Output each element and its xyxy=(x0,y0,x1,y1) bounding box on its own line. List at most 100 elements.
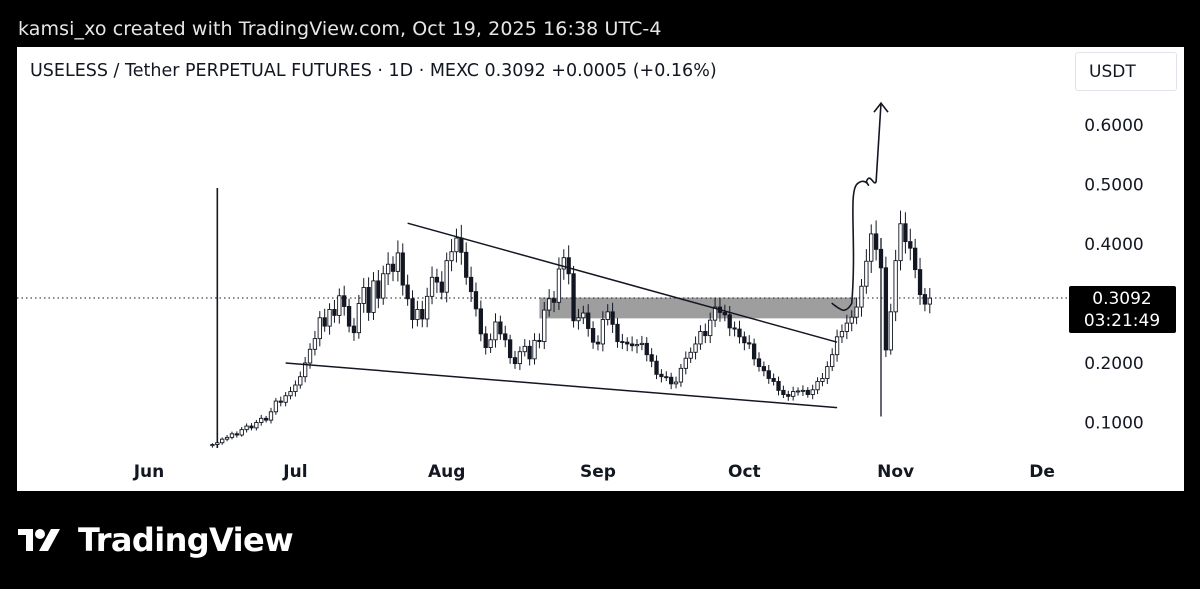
candle xyxy=(244,423,249,433)
candle-body xyxy=(844,322,849,332)
candle xyxy=(268,407,274,424)
candle-body xyxy=(468,276,474,293)
candle-body xyxy=(859,285,864,308)
candle-body xyxy=(478,308,483,335)
candle xyxy=(849,310,854,332)
candle xyxy=(898,210,903,271)
candle xyxy=(747,335,752,349)
candle xyxy=(429,266,435,305)
candle-body xyxy=(654,360,659,375)
candle xyxy=(537,333,542,349)
projection-arrowhead xyxy=(873,101,889,113)
candle xyxy=(532,333,537,365)
candle-body xyxy=(512,357,518,365)
candle-body xyxy=(629,343,635,347)
candle xyxy=(854,297,859,325)
candle xyxy=(795,387,801,396)
candle xyxy=(649,348,654,368)
candle-body xyxy=(215,442,220,445)
candle xyxy=(654,355,659,380)
candle xyxy=(332,299,337,323)
candle-body xyxy=(751,343,757,360)
y-axis-tick-label: 0.6000 xyxy=(1084,116,1143,136)
candle xyxy=(464,242,469,285)
candle xyxy=(361,278,366,313)
candle-body xyxy=(834,336,840,356)
candle-body xyxy=(298,376,303,386)
candle xyxy=(913,238,918,279)
candle-body xyxy=(224,436,230,440)
candle xyxy=(405,274,410,306)
candle-body xyxy=(761,366,767,372)
candle-body xyxy=(444,260,449,293)
candle-body xyxy=(420,309,425,320)
candle-body xyxy=(791,391,796,397)
candle xyxy=(751,338,757,366)
candlestick-chart[interactable]: 0.1000 0.2000 0.4000 0.5000 0.6000 Jun Jul Aug S… xyxy=(17,47,1184,491)
candle xyxy=(722,304,727,322)
y-axis-tick-label: 0.1000 xyxy=(1084,414,1143,434)
candle-body xyxy=(220,438,225,444)
candle xyxy=(278,396,283,407)
candle-body xyxy=(898,223,903,262)
candle-body xyxy=(722,311,727,316)
candle-body xyxy=(625,341,630,345)
symbol-info-line[interactable]: USELESS / Tether PERPETUAL FUTURES · 1D … xyxy=(30,61,717,81)
candle-body xyxy=(332,309,337,316)
candle xyxy=(595,335,601,351)
candle-body xyxy=(415,309,420,321)
candle-body xyxy=(346,306,352,327)
candles xyxy=(210,210,932,448)
candle xyxy=(517,346,523,371)
y-axis-tick-label: 0.5000 xyxy=(1084,176,1143,196)
candle-body xyxy=(551,298,557,303)
candle-body xyxy=(839,331,845,338)
candle-body xyxy=(815,380,820,391)
candle-body xyxy=(342,295,347,307)
candle xyxy=(634,339,640,354)
candle-body xyxy=(434,276,440,283)
candle-body xyxy=(922,294,928,305)
currency-selector[interactable]: USDT xyxy=(1075,52,1177,91)
candle-body xyxy=(312,338,318,350)
candle xyxy=(771,373,776,386)
resistance-zone xyxy=(539,297,857,319)
candle xyxy=(742,331,747,351)
candle xyxy=(473,282,479,317)
candle xyxy=(288,386,293,400)
candle-body xyxy=(615,323,620,343)
price-badge-value: 0.3092 xyxy=(1092,289,1151,309)
candle-body xyxy=(561,257,566,270)
candle xyxy=(834,329,840,362)
candle xyxy=(688,347,693,363)
candle-body xyxy=(610,311,615,325)
candle xyxy=(293,380,298,397)
candle xyxy=(400,243,405,296)
candle-body xyxy=(390,263,396,272)
candle xyxy=(468,266,474,302)
candle xyxy=(483,326,488,355)
candle xyxy=(683,351,688,375)
candle xyxy=(527,340,532,366)
x-axis-tick-label: Oct xyxy=(728,462,761,482)
candle-body xyxy=(439,281,444,293)
candle-body xyxy=(678,367,684,383)
candle xyxy=(337,288,342,324)
candle-body xyxy=(639,342,645,346)
candle xyxy=(922,287,928,312)
candle-body xyxy=(376,280,381,299)
candle-body xyxy=(498,321,503,335)
candle xyxy=(908,228,913,261)
candle-body xyxy=(249,425,254,429)
candle xyxy=(215,440,220,447)
candle xyxy=(917,257,923,305)
candle xyxy=(737,320,742,344)
candle xyxy=(761,361,767,377)
candle-body xyxy=(273,400,279,413)
candle xyxy=(273,398,279,415)
candle-body xyxy=(283,395,288,403)
chart-panel[interactable]: 0.1000 0.2000 0.4000 0.5000 0.6000 Jun Jul Aug S… xyxy=(17,47,1184,491)
share-caption: kamsi_xo created with TradingView.com, O… xyxy=(18,18,662,40)
upper-trendline xyxy=(407,222,838,343)
candle xyxy=(503,325,508,348)
